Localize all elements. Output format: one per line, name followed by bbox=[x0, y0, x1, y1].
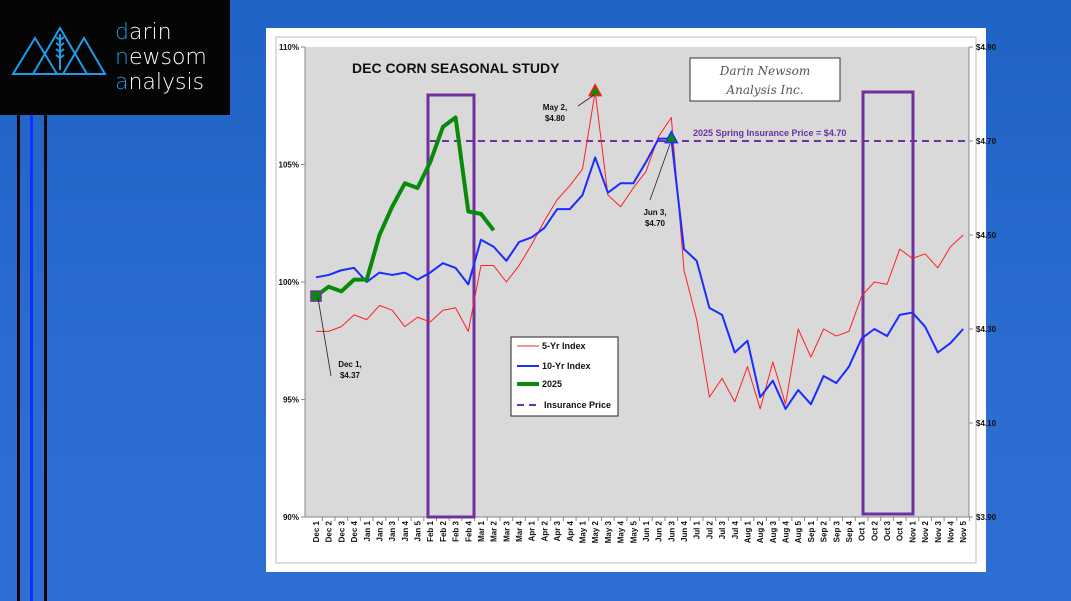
y-tick-label: 100% bbox=[279, 278, 299, 287]
x-tick-label: Apr 1 bbox=[528, 520, 537, 541]
x-tick-label: Feb 3 bbox=[452, 520, 461, 541]
highlight-box bbox=[426, 93, 476, 519]
x-tick-label: Dec 2 bbox=[325, 520, 334, 542]
x-tick-label: Feb 2 bbox=[439, 520, 448, 541]
annotation-label: $4.70 bbox=[645, 219, 666, 228]
x-tick-label: Jul 3 bbox=[718, 520, 727, 539]
highlight-box bbox=[861, 90, 915, 516]
x-tick-label: Mar 3 bbox=[502, 520, 511, 541]
annotation-leader bbox=[317, 297, 332, 377]
x-tick-label: Aug 1 bbox=[743, 520, 752, 543]
y2-tick-label: $4.70 bbox=[976, 137, 997, 146]
x-tick-label: May 1 bbox=[578, 520, 587, 543]
x-tick-label: Feb 1 bbox=[426, 520, 435, 541]
triangle-marker bbox=[664, 130, 679, 144]
x-tick-label: Jun 2 bbox=[655, 520, 664, 541]
annotation-leader bbox=[649, 143, 671, 201]
y-tick-label: 95% bbox=[283, 396, 299, 405]
x-tick-label: Sep 3 bbox=[832, 520, 841, 542]
x-tick-label: Aug 2 bbox=[756, 520, 765, 543]
decor-line bbox=[17, 115, 20, 601]
watermark-box bbox=[689, 57, 841, 102]
chart-title: DEC CORN SEASONAL STUDY bbox=[352, 60, 560, 76]
dec1-square-marker bbox=[310, 290, 322, 302]
x-tick-label: May 2 bbox=[591, 520, 600, 543]
annotation-label: Dec 1, bbox=[338, 360, 362, 369]
watermark-line: Analysis Inc. bbox=[725, 83, 803, 97]
y-tick-label: 110% bbox=[279, 43, 299, 52]
logo: darin newsom analysis bbox=[0, 0, 230, 115]
annotation-label: $4.80 bbox=[545, 114, 566, 123]
x-tick-label: Oct 1 bbox=[858, 520, 867, 541]
watermark-line: Darin Newsom bbox=[719, 64, 811, 78]
x-tick-label: May 5 bbox=[629, 520, 638, 543]
x-tick-label: Jul 1 bbox=[693, 520, 702, 539]
x-tick-label: Aug 3 bbox=[769, 520, 778, 543]
triangle-marker bbox=[587, 83, 603, 97]
x-tick-label: Jan 1 bbox=[363, 520, 372, 541]
x-tick-label: Dec 1 bbox=[312, 520, 321, 542]
x-tick-label: Jan 3 bbox=[388, 520, 397, 541]
x-tick-label: Aug 4 bbox=[782, 520, 791, 543]
y2-tick-label: $4.50 bbox=[976, 231, 997, 240]
x-tick-label: Sep 2 bbox=[820, 520, 829, 542]
x-tick-label: May 4 bbox=[617, 520, 626, 543]
annotation-leader bbox=[577, 94, 595, 107]
x-tick-label: Aug 5 bbox=[794, 520, 803, 543]
legend-label: Insurance Price bbox=[544, 400, 611, 410]
x-tick-label: Jun 4 bbox=[680, 520, 689, 541]
x-tick-label: Jun 3 bbox=[667, 520, 676, 541]
y2-tick-label: $4.90 bbox=[976, 43, 997, 52]
x-tick-label: Apr 4 bbox=[566, 520, 575, 541]
x-tick-label: Dec 3 bbox=[337, 520, 346, 542]
x-tick-label: Nov 5 bbox=[959, 520, 968, 542]
x-tick-label: Oct 3 bbox=[883, 520, 892, 541]
x-tick-label: Nov 3 bbox=[934, 520, 943, 542]
y2-tick-label: $4.10 bbox=[976, 419, 997, 428]
mountain-wheat-icon bbox=[11, 26, 107, 75]
plot-area bbox=[305, 47, 969, 517]
y2-tick-label: $4.30 bbox=[976, 325, 997, 334]
insurance-label: 2025 Spring Insurance Price = $4.70 bbox=[693, 128, 846, 138]
x-tick-label: Sep 4 bbox=[845, 520, 854, 542]
x-tick-label: Dec 4 bbox=[350, 520, 359, 542]
decor-line bbox=[44, 115, 47, 601]
x-tick-label: Mar 4 bbox=[515, 520, 524, 541]
x-tick-label: Mar 2 bbox=[490, 520, 499, 541]
y-tick-label: 90% bbox=[283, 513, 299, 522]
decor-line bbox=[30, 115, 33, 601]
x-tick-label: Jan 4 bbox=[401, 520, 410, 541]
y-tick-label: 105% bbox=[279, 161, 299, 170]
x-tick-label: May 3 bbox=[604, 520, 613, 543]
annotation-label: Jun 3, bbox=[643, 208, 666, 217]
x-tick-label: Nov 1 bbox=[908, 520, 917, 542]
x-tick-label: Jan 5 bbox=[414, 520, 423, 541]
x-tick-label: Nov 2 bbox=[921, 520, 930, 542]
legend: 5-Yr Index 10-Yr Index 2025 Insurance Pr… bbox=[510, 336, 619, 417]
x-tick-label: Jan 2 bbox=[375, 520, 384, 541]
x-tick-label: Oct 4 bbox=[896, 520, 905, 541]
annotation-label: $4.37 bbox=[340, 371, 361, 380]
series-line-10-yr-index bbox=[315, 137, 964, 410]
x-tick-label: Jul 2 bbox=[705, 520, 714, 539]
legend-label: 10-Yr Index bbox=[542, 361, 591, 371]
logo-wordmark: darin newsom analysis bbox=[115, 20, 207, 95]
series-line-5-yr-index bbox=[316, 91, 964, 410]
x-tick-label: Feb 4 bbox=[464, 520, 473, 541]
x-tick-label: Sep 1 bbox=[807, 520, 816, 542]
legend-label: 5-Yr Index bbox=[542, 341, 586, 351]
annotation-label: May 2, bbox=[543, 103, 567, 112]
x-tick-label: Mar 1 bbox=[477, 520, 486, 541]
legend-label: 2025 bbox=[542, 379, 562, 389]
x-tick-label: Apr 2 bbox=[540, 520, 549, 541]
x-tick-label: Jul 4 bbox=[731, 520, 740, 539]
series-line-2025 bbox=[314, 115, 496, 298]
x-tick-label: Apr 3 bbox=[553, 520, 562, 541]
x-tick-label: Jun 1 bbox=[642, 520, 651, 541]
x-tick-label: Nov 4 bbox=[947, 520, 956, 542]
y2-tick-label: $3.90 bbox=[976, 513, 997, 522]
x-tick-label: Oct 2 bbox=[870, 520, 879, 541]
